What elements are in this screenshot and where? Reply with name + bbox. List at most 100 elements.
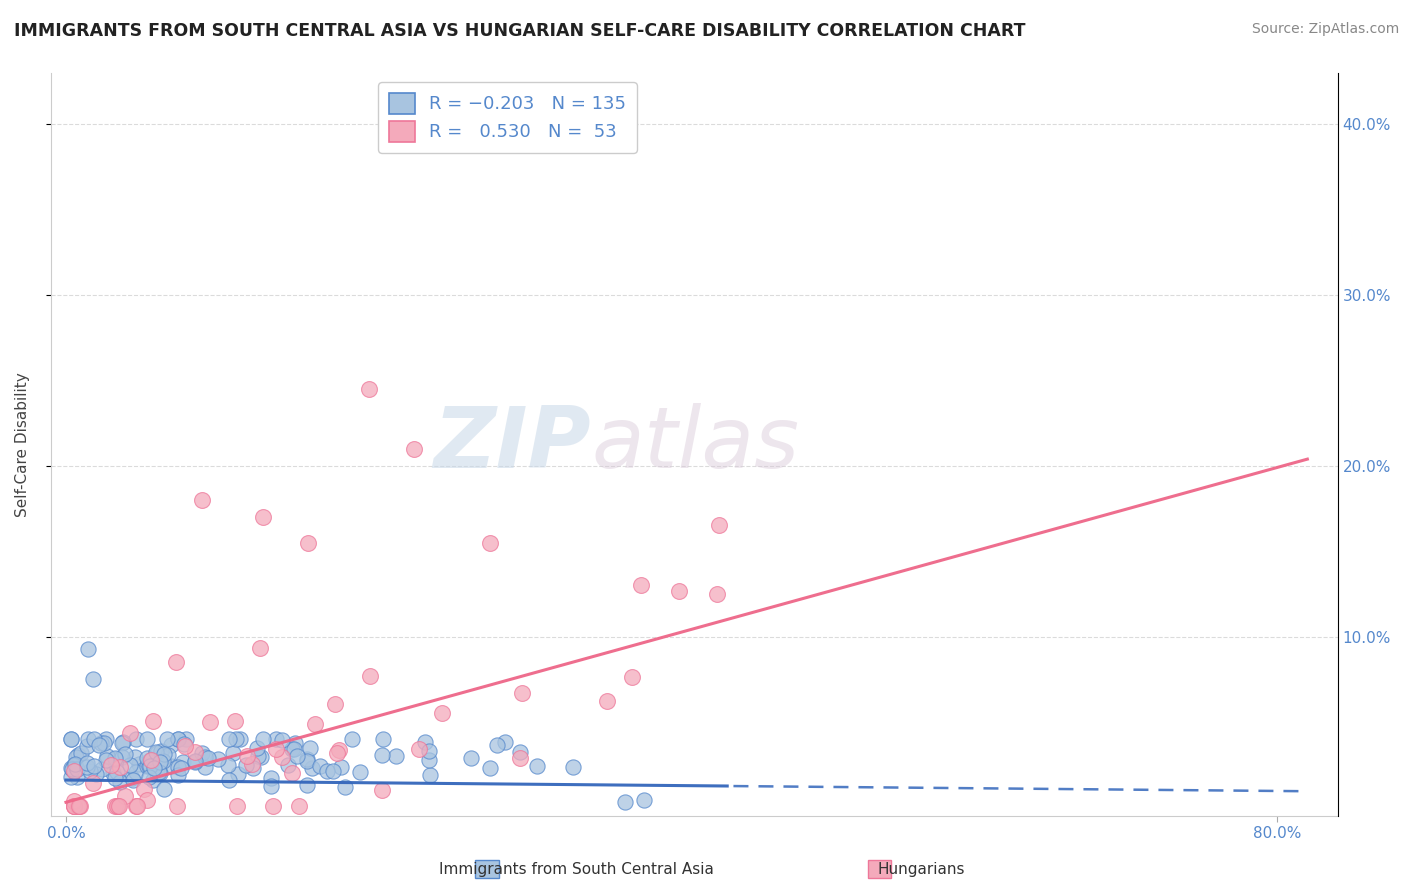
Point bbox=[136, 751, 159, 765]
Point bbox=[142, 772, 165, 787]
Point bbox=[128, 757, 150, 772]
Point bbox=[67, 798, 90, 813]
Point bbox=[277, 757, 299, 772]
Point bbox=[262, 798, 284, 813]
Point bbox=[404, 442, 426, 456]
Point bbox=[326, 747, 349, 761]
Point bbox=[59, 761, 82, 775]
Point bbox=[121, 773, 143, 788]
Point bbox=[249, 641, 271, 656]
Legend: R = −0.203   N = 135, R =   0.530   N =  53: R = −0.203 N = 135, R = 0.530 N = 53 bbox=[378, 82, 637, 153]
Point bbox=[413, 735, 436, 749]
Point bbox=[173, 737, 195, 751]
Point bbox=[149, 755, 172, 769]
Point bbox=[153, 782, 176, 797]
Point bbox=[408, 742, 430, 756]
Point bbox=[357, 382, 380, 396]
Text: Source: ZipAtlas.com: Source: ZipAtlas.com bbox=[1251, 22, 1399, 37]
Point bbox=[90, 736, 112, 750]
Point bbox=[170, 761, 193, 775]
Point bbox=[62, 764, 84, 778]
Point bbox=[69, 798, 91, 813]
Point bbox=[66, 771, 89, 785]
Point bbox=[184, 745, 207, 759]
Point bbox=[596, 694, 619, 708]
Text: Immigrants from South Central Asia: Immigrants from South Central Asia bbox=[439, 863, 714, 877]
Point bbox=[298, 741, 321, 756]
Point bbox=[509, 745, 531, 759]
Point bbox=[76, 739, 98, 754]
Point bbox=[166, 768, 188, 782]
Point bbox=[166, 798, 188, 813]
Point bbox=[509, 751, 531, 765]
Point bbox=[418, 744, 440, 758]
Point bbox=[419, 768, 441, 782]
Point bbox=[62, 798, 84, 813]
Point bbox=[235, 748, 257, 763]
Point bbox=[160, 738, 183, 752]
Point bbox=[136, 732, 159, 747]
Point bbox=[125, 732, 148, 747]
Point bbox=[76, 756, 98, 770]
Point bbox=[200, 714, 222, 729]
Point bbox=[103, 765, 125, 780]
Point bbox=[93, 736, 115, 750]
Point bbox=[281, 766, 304, 780]
Point bbox=[247, 749, 270, 764]
Point bbox=[304, 716, 326, 731]
Point bbox=[118, 757, 141, 772]
Point bbox=[167, 732, 190, 747]
Point bbox=[478, 761, 501, 775]
Point bbox=[59, 732, 82, 747]
Point bbox=[349, 765, 371, 780]
Point bbox=[89, 738, 111, 752]
Point bbox=[218, 773, 240, 788]
Point bbox=[69, 746, 91, 760]
Point bbox=[328, 743, 350, 757]
Point bbox=[184, 754, 207, 768]
Point bbox=[271, 733, 294, 747]
Point bbox=[150, 744, 173, 758]
Point bbox=[485, 738, 508, 752]
Point bbox=[146, 746, 169, 760]
Point bbox=[371, 732, 394, 747]
Point bbox=[135, 759, 157, 773]
Point bbox=[323, 698, 346, 712]
Point bbox=[114, 747, 136, 761]
Point bbox=[94, 753, 117, 767]
Point bbox=[315, 764, 337, 779]
Point bbox=[222, 746, 245, 760]
Point bbox=[91, 763, 114, 777]
Point bbox=[1350, 228, 1372, 243]
Point bbox=[125, 798, 148, 813]
Point bbox=[283, 742, 305, 756]
Point bbox=[152, 747, 174, 761]
Point bbox=[264, 732, 287, 747]
Point bbox=[125, 764, 148, 779]
Text: Hungarians: Hungarians bbox=[877, 863, 965, 877]
Point bbox=[176, 732, 198, 747]
Point bbox=[308, 759, 330, 773]
Point bbox=[287, 798, 309, 813]
Point bbox=[330, 760, 353, 774]
Point bbox=[172, 755, 194, 769]
Point bbox=[706, 587, 728, 601]
Point bbox=[83, 759, 105, 773]
Point bbox=[60, 762, 83, 776]
Point bbox=[65, 750, 87, 764]
Point bbox=[494, 735, 516, 749]
Point bbox=[60, 732, 83, 747]
Point bbox=[114, 789, 136, 804]
Point bbox=[297, 778, 319, 792]
Point bbox=[63, 758, 86, 772]
Point bbox=[165, 656, 187, 670]
Point bbox=[82, 776, 104, 790]
Point bbox=[224, 714, 246, 729]
Point bbox=[167, 732, 190, 747]
Point bbox=[100, 757, 122, 772]
Point bbox=[229, 732, 252, 747]
Point bbox=[271, 749, 294, 764]
Point bbox=[194, 760, 217, 774]
Point bbox=[620, 670, 643, 684]
Point bbox=[260, 779, 283, 793]
